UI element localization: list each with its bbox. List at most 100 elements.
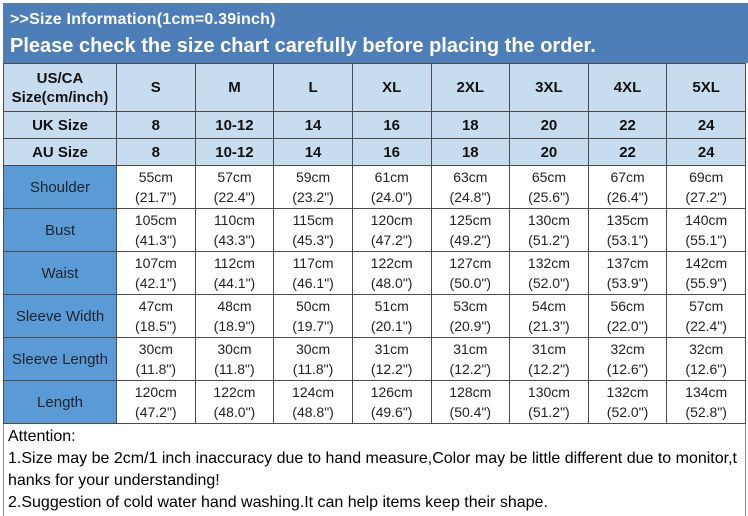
measurement-cell: 132cm (52.0"): [509, 251, 589, 295]
column-header-m: M: [194, 63, 275, 112]
measurement-cell: 135cm (53.1"): [587, 208, 668, 252]
row-header-sleeve-width: Sleeve Width: [3, 294, 117, 338]
table-row-waist: Waist 107cm (42.1") 112cm (44.1") 117cm (46…: [3, 251, 746, 295]
size-value-cell: 10-12: [194, 138, 275, 166]
size-value-cell: 16: [351, 138, 432, 166]
attention-note-1: 1.Size may be 2cm/1 inch inaccuracy due …: [8, 450, 737, 467]
measurement-cell: 31cm (12.2"): [509, 337, 589, 381]
size-value-cell: 14: [273, 111, 353, 139]
measurement-cell: 112cm (44.1"): [194, 251, 275, 295]
column-header-xl: XL: [351, 63, 432, 112]
size-value-cell: 8: [116, 111, 196, 139]
attention-note-2: 2.Suggestion of cold water hand washing.…: [8, 494, 548, 511]
size-value-cell: 18: [430, 138, 511, 166]
measurement-cell: 126cm (49.6"): [351, 380, 432, 424]
measurement-cell: 47cm (18.5"): [116, 294, 196, 338]
measurement-cell: 120cm (47.2"): [351, 208, 432, 252]
measurement-cell: 63cm (24.8"): [430, 165, 511, 209]
measurement-cell: 59cm (23.2"): [273, 165, 353, 209]
column-header-l: L: [273, 63, 353, 112]
measurement-cell: 53cm (20.9"): [430, 294, 511, 338]
measurement-cell: 130cm (51.2"): [509, 380, 589, 424]
measurement-cell: 130cm (51.2"): [509, 208, 589, 252]
column-header-3xl: 3XL: [509, 63, 589, 112]
measurement-cell: 122cm (48.0"): [351, 251, 432, 295]
table-row-au-size: AU Size 8 10-12 14 16 18 20 22 24: [3, 138, 746, 166]
attention-title: Attention:: [8, 428, 76, 445]
measurement-cell: 57cm (22.4"): [194, 165, 275, 209]
table-header-row: US/CA Size(cm/inch) S M L XL 2XL 3XL 4XL 5XL: [3, 63, 746, 112]
row-header-waist: Waist: [3, 251, 117, 295]
column-header-4xl: 4XL: [587, 63, 668, 112]
measurement-cell: 132cm (52.0"): [587, 380, 668, 424]
size-table: US/CA Size(cm/inch) S M L XL 2XL 3XL 4XL 5XL UK S…: [3, 63, 746, 424]
size-value-cell: 22: [587, 111, 668, 139]
row-header-shoulder: Shoulder: [3, 165, 117, 209]
measurement-cell: 134cm (52.8"): [666, 380, 746, 424]
measurement-cell: 57cm (22.4"): [666, 294, 746, 338]
measurement-cell: 140cm (55.1"): [666, 208, 746, 252]
measurement-cell: 127cm (50.0"): [430, 251, 511, 295]
measurement-cell: 124cm (48.8"): [273, 380, 353, 424]
size-value-cell: 22: [587, 138, 668, 166]
size-value-cell: 8: [116, 138, 196, 166]
measurement-cell: 65cm (25.6"): [509, 165, 589, 209]
measurement-cell: 32cm (12.6"): [666, 337, 746, 381]
column-header-5xl: 5XL: [666, 63, 746, 112]
table-row-sleeve-length: Sleeve Length 30cm (11.8") 30cm (11.8") 30c…: [3, 337, 746, 381]
measurement-cell: 32cm (12.6"): [587, 337, 668, 381]
measurement-cell: 30cm (11.8"): [116, 337, 196, 381]
measurement-cell: 110cm (43.3"): [194, 208, 275, 252]
table-row-shoulder: Shoulder 55cm (21.7") 57cm (22.4") 59cm (23…: [3, 165, 746, 209]
table-row-uk-size: UK Size 8 10-12 14 16 18 20 22 24: [3, 111, 746, 139]
row-header-bust: Bust: [3, 208, 117, 252]
size-table-body: US/CA Size(cm/inch) S M L XL 2XL 3XL 4XL 5XL UK S…: [3, 63, 746, 424]
measurement-cell: 69cm (27.2"): [666, 165, 746, 209]
measurement-cell: 55cm (21.7"): [116, 165, 196, 209]
size-value-cell: 20: [509, 138, 589, 166]
measurement-cell: 31cm (12.2"): [430, 337, 511, 381]
measurement-cell: 142cm (55.9"): [666, 251, 746, 295]
table-row-bust: Bust 105cm (41.3") 110cm (43.3") 115cm (45.…: [3, 208, 746, 252]
measurement-cell: 105cm (41.3"): [116, 208, 196, 252]
size-value-cell: 10-12: [194, 111, 275, 139]
measurement-cell: 61cm (24.0"): [351, 165, 432, 209]
size-chart-notice: Please check the size chart carefully be…: [10, 35, 596, 57]
banner: >>Size Information(1cm=0.39inch) Please …: [3, 3, 748, 63]
measurement-cell: 107cm (42.1"): [116, 251, 196, 295]
size-value-cell: 20: [509, 111, 589, 139]
measurement-cell: 115cm (45.3"): [273, 208, 353, 252]
measurement-cell: 125cm (49.2"): [430, 208, 511, 252]
row-header-au-size: AU Size: [3, 138, 117, 166]
table-row-sleeve-width: Sleeve Width 47cm (18.5") 48cm (18.9") 50cm…: [3, 294, 746, 338]
size-value-cell: 24: [666, 138, 746, 166]
measurement-cell: 51cm (20.1"): [351, 294, 432, 338]
size-value-cell: 14: [273, 138, 353, 166]
measurement-cell: 137cm (53.9"): [587, 251, 668, 295]
table-row-length: Length 120cm (47.2") 122cm (48.0") 124cm (4…: [3, 380, 746, 424]
row-header-uk-size: UK Size: [3, 111, 117, 139]
measurement-cell: 30cm (11.8"): [194, 337, 275, 381]
measurement-cell: 48cm (18.9"): [194, 294, 275, 338]
measurement-cell: 122cm (48.0"): [194, 380, 275, 424]
measurement-cell: 120cm (47.2"): [116, 380, 196, 424]
size-value-cell: 24: [666, 111, 746, 139]
column-header-2xl: 2XL: [430, 63, 511, 112]
measurement-cell: 67cm (26.4"): [587, 165, 668, 209]
measurement-cell: 54cm (21.3"): [509, 294, 589, 338]
measurement-cell: 50cm (19.7"): [273, 294, 353, 338]
row-header-length: Length: [3, 380, 117, 424]
size-value-cell: 18: [430, 111, 511, 139]
measurement-cell: 56cm (22.0"): [587, 294, 668, 338]
measurement-cell: 117cm (46.1"): [273, 251, 353, 295]
attention-note-1-cont: hanks for your understanding!: [8, 472, 220, 489]
size-information-title: >>Size Information(1cm=0.39inch): [10, 11, 276, 28]
measurement-cell: 128cm (50.4"): [430, 380, 511, 424]
measurement-cell: 30cm (11.8"): [273, 337, 353, 381]
row-header-sleeve-length: Sleeve Length: [3, 337, 117, 381]
column-header-s: S: [116, 63, 196, 112]
measurement-cell: 31cm (12.2"): [351, 337, 432, 381]
corner-header-us-ca-size: US/CA Size(cm/inch): [3, 63, 117, 112]
attention-section: Attention: 1.Size may be 2cm/1 inch inac…: [3, 424, 746, 516]
